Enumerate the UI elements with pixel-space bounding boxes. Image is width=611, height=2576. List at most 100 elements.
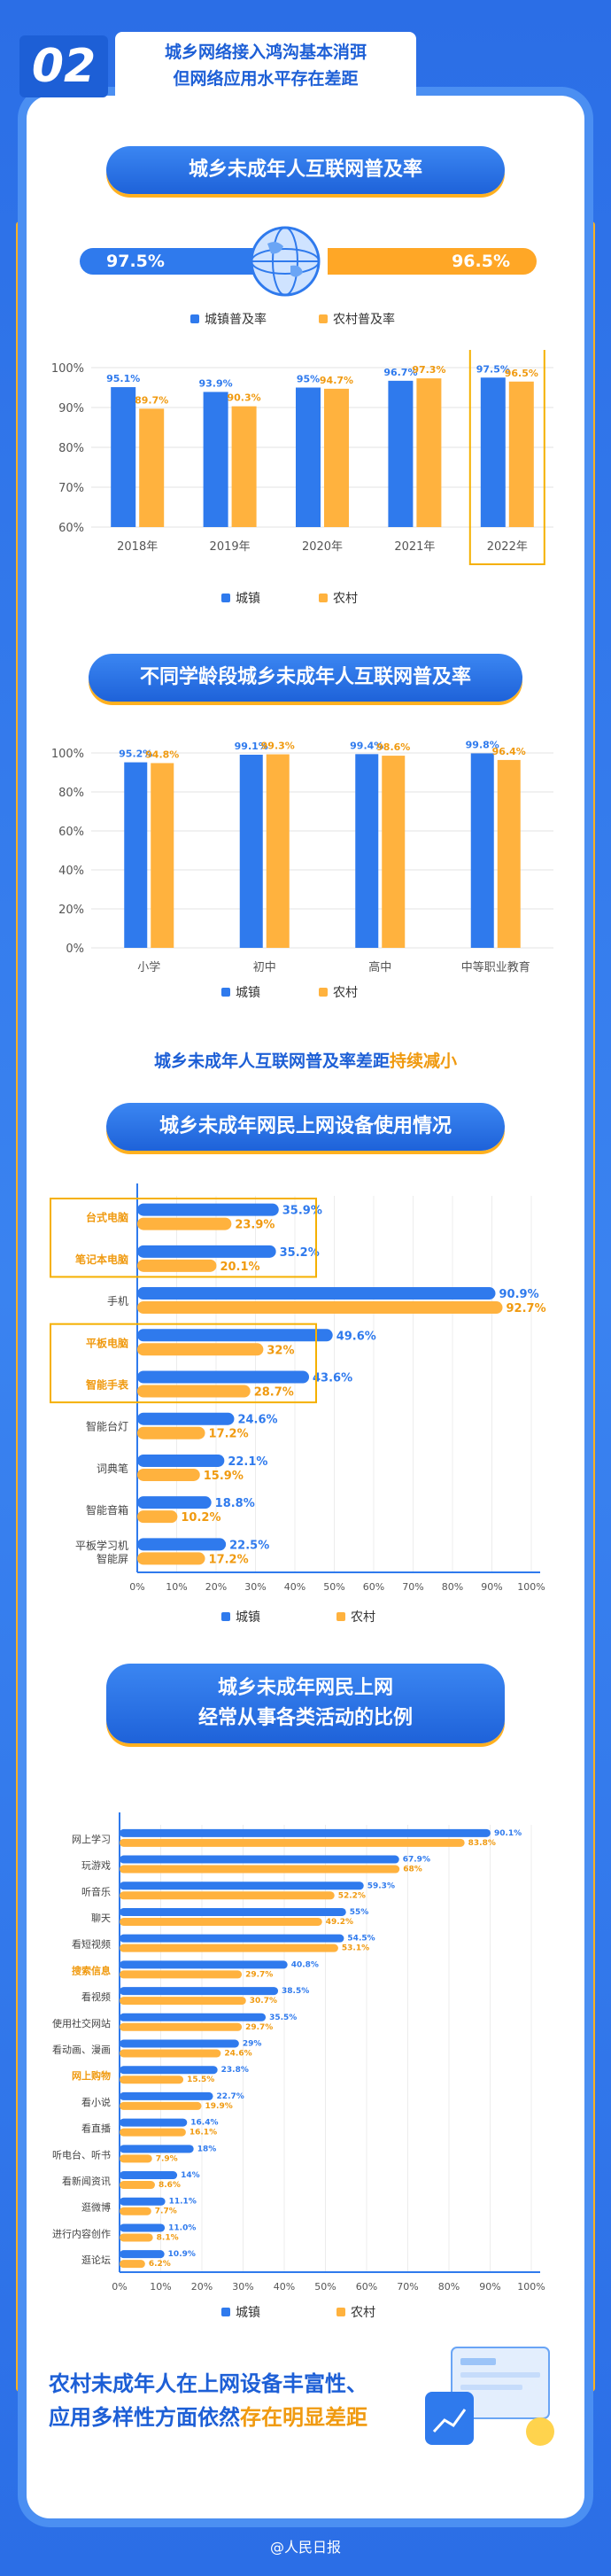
bottom-line-1: 农村未成年人在上网设备丰富性、 xyxy=(49,2371,367,2396)
x-tick-label: 0% xyxy=(112,2281,127,2293)
bar-rural xyxy=(120,1944,338,1952)
data-label: 40.8% xyxy=(291,1960,319,1969)
x-tick-label: 40% xyxy=(284,1581,306,1593)
category-label: 逛论坛 xyxy=(81,2254,111,2266)
y-tick-label: 60% xyxy=(58,522,84,535)
bar-urban xyxy=(137,1454,225,1467)
x-tick-label: 2019年 xyxy=(210,540,251,554)
category-label: 智能屏 xyxy=(97,1552,128,1565)
data-label: 7.7% xyxy=(155,2207,177,2216)
globe-icon xyxy=(250,226,321,297)
data-label: 15.9% xyxy=(204,1470,244,1483)
x-tick-label: 100% xyxy=(517,2281,545,2293)
data-label: 96.5% xyxy=(505,368,538,379)
data-label: 20.1% xyxy=(220,1261,259,1274)
footer-source: @人民日报 xyxy=(269,2539,341,2556)
section3-title: 城乡未成年网民上网设备使用情况 xyxy=(106,1103,505,1151)
data-label: 99.3% xyxy=(261,741,295,752)
data-label: 19.9% xyxy=(205,2102,233,2111)
bar-rural xyxy=(120,1970,243,1979)
bar-rural xyxy=(120,2022,243,2031)
category-label: 听音乐 xyxy=(81,1885,111,1897)
data-label: 28.7% xyxy=(254,1386,294,1400)
data-label: 55% xyxy=(350,1908,369,1917)
bar-rural xyxy=(120,2181,155,2190)
bar-urban xyxy=(111,387,136,527)
data-label: 35.2% xyxy=(280,1246,320,1260)
category-label: 玩游戏 xyxy=(81,1860,111,1872)
x-tick-label: 80% xyxy=(442,1581,463,1593)
section-number: 02 xyxy=(19,35,108,97)
chart-online-activities: 0% 10% 20% 30% 40% 50% 60% 70% 80% 90% 100% 网上学习 90.… xyxy=(52,1812,545,2293)
bar-rural xyxy=(137,1426,205,1439)
data-label: 23.9% xyxy=(235,1219,275,1232)
category-label: 看动画、漫画 xyxy=(52,2044,111,2056)
bar-urban xyxy=(137,1245,276,1258)
data-label: 10.2% xyxy=(181,1511,220,1525)
header-line-1: 城乡网络接入鸿沟基本消弭 xyxy=(164,43,367,62)
data-label: 90.1% xyxy=(494,1829,522,1838)
chart1-legend-urban: 城镇 xyxy=(221,983,260,1001)
data-label: 24.6% xyxy=(224,2050,251,2059)
devices-illustration-icon xyxy=(425,2347,554,2446)
data-label: 15.5% xyxy=(187,2076,214,2084)
bar-rural xyxy=(137,1259,217,1272)
bar-rural xyxy=(137,1468,200,1481)
bar-rural xyxy=(120,1865,400,1874)
x-tick-label: 70% xyxy=(402,1581,423,1593)
data-label: 90.3% xyxy=(228,392,261,404)
x-tick-label: 20% xyxy=(191,2281,213,2293)
bar-urban xyxy=(120,2118,188,2127)
data-label: 18% xyxy=(197,2145,217,2153)
bar-rural xyxy=(120,1891,335,1900)
bar-urban xyxy=(120,2039,239,2048)
category-label: 智能手表 xyxy=(85,1378,129,1392)
bar-urban xyxy=(355,754,379,948)
bar-urban xyxy=(120,1855,399,1864)
x-tick-label: 中等职业教育 xyxy=(461,960,530,974)
data-label: 35.9% xyxy=(282,1205,322,1218)
chart2-legend-urban: 城镇 xyxy=(221,1608,260,1626)
category-label: 看小说 xyxy=(81,2096,111,2108)
bar-urban xyxy=(470,753,494,948)
data-label: 22.5% xyxy=(229,1539,269,1552)
bar-urban xyxy=(120,1828,491,1837)
data-label: 14% xyxy=(181,2171,200,2180)
data-label: 8.6% xyxy=(159,2181,181,2190)
bottom-summary: 农村未成年人在上网设备丰富性、 应用多样性方面依然存在明显差距 xyxy=(49,2367,421,2434)
bar-rural xyxy=(137,1343,264,1356)
y-tick-label: 60% xyxy=(58,826,84,839)
x-tick-label: 40% xyxy=(274,2281,295,2293)
y-tick-label: 100% xyxy=(51,748,84,761)
category-label: 逛微博 xyxy=(81,2201,111,2214)
bar-urban xyxy=(124,762,148,948)
data-label: 52.2% xyxy=(338,1891,366,1900)
bar-rural xyxy=(497,759,521,948)
category-label: 看短视频 xyxy=(72,1938,111,1951)
bar-rural xyxy=(231,406,257,527)
bottom-line-2: 应用多样性方面依然存在明显差距 xyxy=(49,2405,367,2430)
category-label: 智能台灯 xyxy=(86,1420,128,1433)
bar-rural xyxy=(120,1917,322,1926)
bar-urban xyxy=(120,1882,364,1890)
x-tick-label: 30% xyxy=(232,2281,253,2293)
data-label: 54.5% xyxy=(347,1935,375,1944)
bar-urban xyxy=(120,2171,178,2180)
bar-rural xyxy=(137,1301,503,1315)
x-tick-label: 70% xyxy=(397,2281,418,2293)
bar-urban xyxy=(120,1934,344,1943)
data-label: 94.7% xyxy=(320,375,353,386)
bar-urban xyxy=(480,377,506,527)
data-label: 83.8% xyxy=(468,1839,496,1848)
bar-urban xyxy=(388,380,414,527)
x-tick-label: 2022年 xyxy=(487,540,528,554)
data-label: 95% xyxy=(297,374,320,385)
bar-urban xyxy=(120,2223,166,2232)
bar-rural xyxy=(120,2233,153,2242)
bar-urban xyxy=(120,1960,288,1969)
chart3-legend-rural: 农村 xyxy=(336,2303,375,2321)
data-label: 32% xyxy=(267,1344,294,1357)
data-label: 96.4% xyxy=(492,746,526,757)
bar-rural xyxy=(120,2101,202,2110)
category-label: 看新闻资讯 xyxy=(62,2175,111,2187)
